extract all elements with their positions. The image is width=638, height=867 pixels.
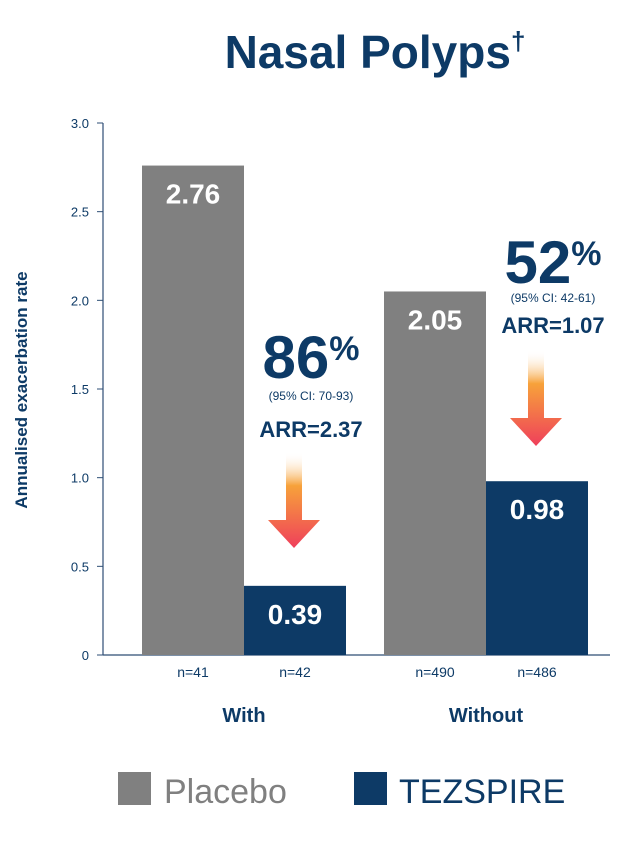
down-arrow-icon [268,452,320,548]
reduction-percent-value: 52 [505,229,572,296]
y-tick-label: 2.0 [71,293,89,308]
legend-label-tezspire: TEZSPIRE [399,773,565,811]
x-category-label: Without [449,705,524,727]
bar-value-label: 0.39 [268,599,323,630]
y-tick-label: 2.5 [71,205,89,220]
bars: 2.76 n=41 0.39 n=42 With 2.05 n=490 0.98 n=486 Wi… [142,165,588,727]
reduction-percent: 52% [505,229,602,296]
legend-label-placebo: Placebo [164,773,287,811]
chart-title-main: Nasal Polyps [225,26,511,78]
y-tick-label: 0 [82,648,89,663]
reduction-percent-sign: % [571,235,601,273]
reduction-percent-value: 86 [263,324,330,391]
legend: Placebo TEZSPIRE [118,772,565,811]
y-tick-label: 0.5 [71,559,89,574]
bar-tezspire-without [486,481,588,655]
arr-label: ARR=2.37 [259,417,362,442]
arr-label: ARR=1.07 [501,313,604,338]
reduction-percent-sign: % [329,330,359,368]
bar-value-label: 0.98 [510,494,565,525]
confidence-interval: (95% CI: 70-93) [269,389,354,403]
bar-placebo-with [142,165,244,655]
y-tick-label: 3.0 [71,116,89,131]
bar-tezspire-with [244,585,346,655]
bar-placebo-without [384,291,486,655]
y-axis-label: Annualised exacerbation rate [12,271,31,508]
y-axis: 0 0.5 1.0 1.5 2.0 2.5 3.0 Annualised exacerbati… [12,116,610,663]
chart-title-dagger: † [511,26,525,56]
legend-swatch-placebo [118,772,151,805]
confidence-interval: (95% CI: 42-61) [511,291,596,305]
down-arrow-icon [510,350,562,446]
y-tick-label: 1.5 [71,382,89,397]
x-category-label: With [222,705,265,727]
y-tick-label: 1.0 [71,471,89,486]
n-label: n=41 [177,664,209,680]
bar-value-label: 2.76 [166,179,221,210]
legend-swatch-tezspire [354,772,387,805]
n-label: n=42 [279,664,311,680]
n-label: n=490 [415,664,455,680]
chart-title: Nasal Polyps† [225,26,526,78]
n-label: n=486 [517,664,557,680]
bar-value-label: 2.05 [408,304,463,335]
reduction-percent: 86% [263,324,360,391]
